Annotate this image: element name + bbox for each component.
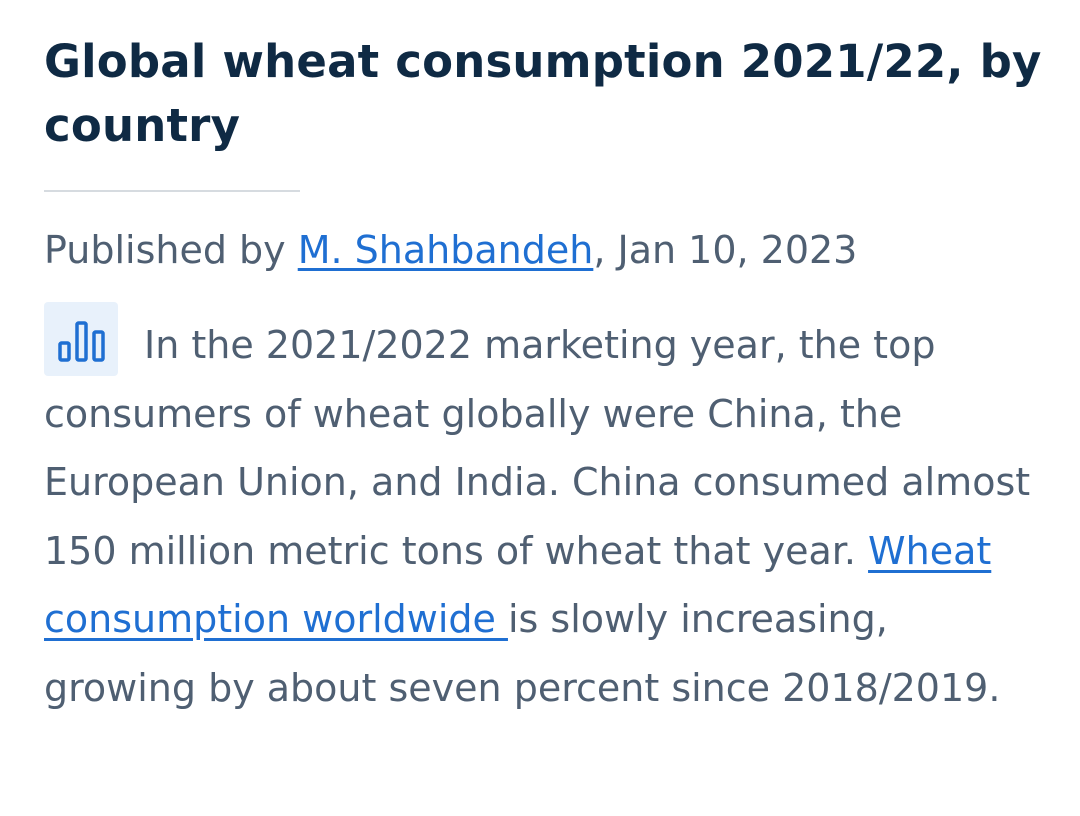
description-suffix: is slowly increasing, growing by about s… (44, 597, 1001, 710)
bar-chart-icon (44, 302, 118, 376)
wheat-consumption-link[interactable]: Wheat consumption worldwide (44, 528, 992, 642)
divider (44, 190, 300, 192)
article-header: Global wheat consumption 2021/22, by cou… (44, 30, 1044, 722)
description-paragraph: In the 2021/2022 marketing year, the top… (44, 302, 1044, 722)
byline-prefix: Published by (44, 228, 298, 272)
byline: Published by M. Shahbandeh, Jan 10, 2023 (44, 226, 1044, 274)
author-link[interactable]: M. Shahbandeh (297, 228, 594, 272)
publish-date: , Jan 10, 2023 (593, 228, 858, 272)
description-text: In the 2021/2022 marketing year, the top… (44, 323, 1031, 573)
page-title: Global wheat consumption 2021/22, by cou… (44, 35, 1042, 152)
